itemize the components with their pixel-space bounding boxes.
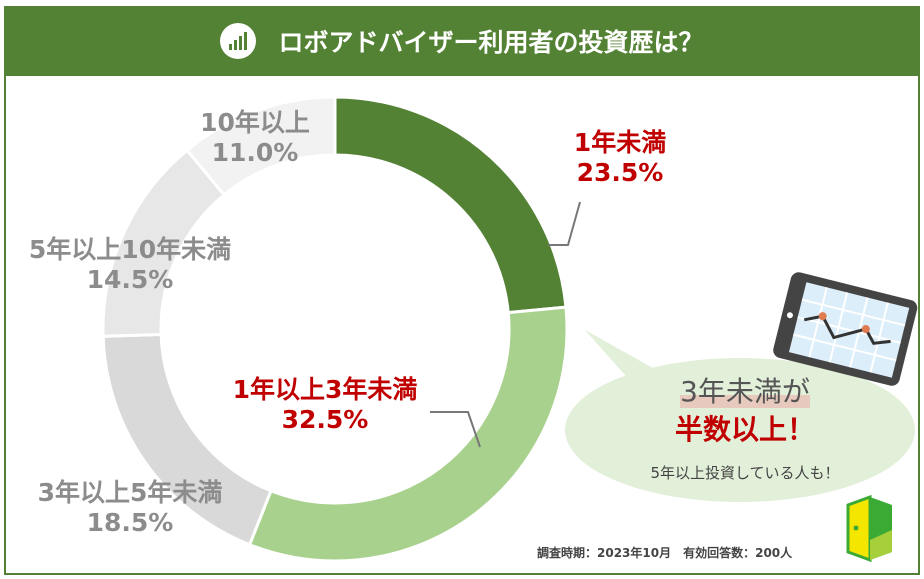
label-1-to-3-years: 1年以上3年未満 32.5% bbox=[232, 375, 418, 434]
survey-footnote: 調査時期：2023年10月 有効回答数：200人 bbox=[537, 546, 793, 560]
donut-slice-1 bbox=[333, 95, 568, 315]
label-under-1-year: 1年未満 23.5% bbox=[573, 128, 667, 187]
page-title: ロボアドバイザー利用者の投資歴は？ bbox=[278, 28, 704, 57]
donut-slice-5 bbox=[185, 95, 337, 198]
label-over-10-years: 10年以上 11.0% bbox=[200, 108, 310, 167]
label-3-to-5-years: 3年以上5年未満 18.5% bbox=[37, 478, 223, 537]
beginner-mark-icon bbox=[846, 494, 892, 563]
callout-line-2: 半数以上！ bbox=[674, 413, 815, 446]
leader-line-1 bbox=[548, 201, 581, 246]
speech-bubble bbox=[565, 330, 915, 502]
bar-chart-icon bbox=[220, 23, 257, 59]
donut-slice-2 bbox=[247, 305, 569, 563]
label-5-to-10-years: 5年以上10年未満 14.5% bbox=[28, 235, 232, 294]
callout-line-3: 5年以上投資している人も！ bbox=[650, 464, 840, 482]
leader-line-2 bbox=[430, 411, 481, 448]
callout-line-1: 3年未満が bbox=[680, 375, 810, 408]
tablet-icon bbox=[773, 272, 918, 386]
header: ロボアドバイザー利用者の投資歴は？ bbox=[4, 6, 920, 76]
